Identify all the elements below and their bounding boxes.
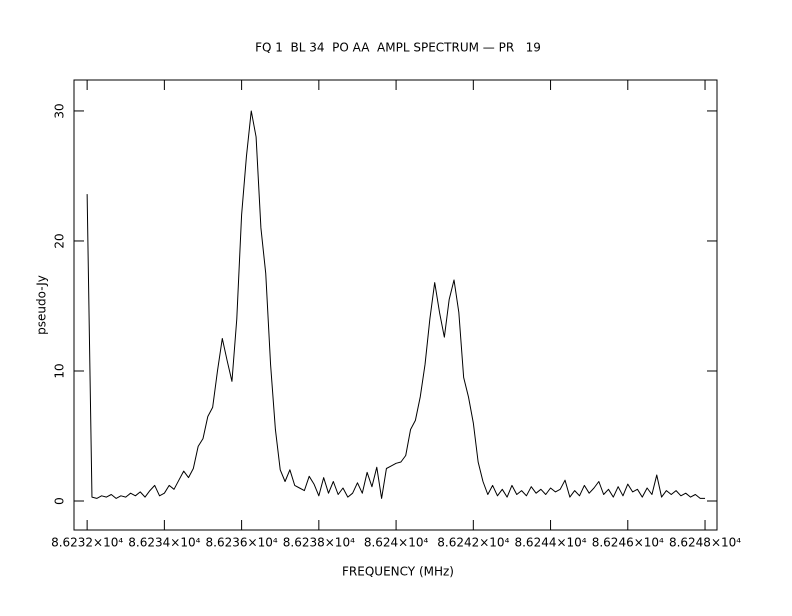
x-tick-label: 8.6242×10⁴ [437, 536, 509, 550]
x-tick-label: 8.6238×10⁴ [283, 536, 355, 550]
y-tick-label: 0 [53, 497, 67, 505]
y-tick-label: 20 [53, 233, 67, 248]
spectrum-line [86, 110, 706, 499]
x-tick-label: 8.624×10⁴ [364, 536, 429, 550]
x-tick-label: 8.6234×10⁴ [128, 536, 200, 550]
chart-title: FQ 1 BL 34 PO AA AMPL SPECTRUM — PR 19 [255, 41, 541, 55]
x-tick-label: 8.6244×10⁴ [514, 536, 586, 550]
x-tick-label: 8.6248×10⁴ [669, 536, 741, 550]
y-tick-label: 30 [53, 103, 67, 118]
x-axis-label: FREQUENCY (MHz) [342, 565, 454, 579]
x-tick-label: 8.6232×10⁴ [51, 536, 123, 550]
x-tick-label: 8.6246×10⁴ [592, 536, 664, 550]
x-tick-label: 8.6236×10⁴ [206, 536, 278, 550]
y-tick-label: 10 [53, 363, 67, 378]
plot-frame [73, 79, 718, 531]
y-axis-label: pseudo-Jy [35, 275, 49, 335]
